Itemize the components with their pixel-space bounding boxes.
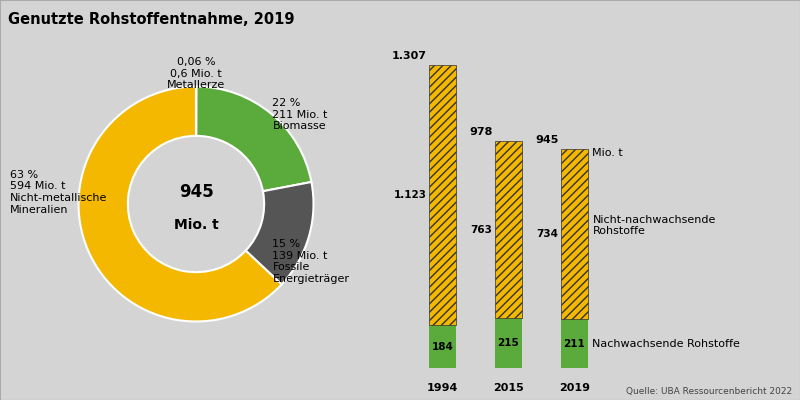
Text: 734: 734 <box>536 229 558 239</box>
Text: 978: 978 <box>469 127 493 137</box>
Text: 945: 945 <box>535 135 558 145</box>
Text: 63 %
594 Mio. t
Nicht-metallische
Mineralien: 63 % 594 Mio. t Nicht-metallische Minera… <box>10 170 108 215</box>
Text: 945: 945 <box>178 183 214 201</box>
Text: Mio. t: Mio. t <box>592 148 623 158</box>
Text: 763: 763 <box>470 225 493 235</box>
Text: Genutzte Rohstoffentnahme, 2019: Genutzte Rohstoffentnahme, 2019 <box>8 12 294 27</box>
Text: Nicht-nachwachsende
Rohstoffe: Nicht-nachwachsende Rohstoffe <box>592 215 716 236</box>
Bar <box>561 149 588 319</box>
Wedge shape <box>196 86 311 191</box>
Text: 1.123: 1.123 <box>394 190 426 200</box>
Text: 0,06 %
0,6 Mio. t
Metallerze: 0,06 % 0,6 Mio. t Metallerze <box>167 57 225 90</box>
Bar <box>429 325 456 368</box>
Text: 184: 184 <box>432 342 454 352</box>
Text: Quelle: UBA Ressourcenbericht 2022: Quelle: UBA Ressourcenbericht 2022 <box>626 387 792 396</box>
Text: 22 %
211 Mio. t
Biomasse: 22 % 211 Mio. t Biomasse <box>272 98 328 132</box>
Text: Nachwachsende Rohstoffe: Nachwachsende Rohstoffe <box>592 338 740 348</box>
Text: 15 %
139 Mio. t
Fossile
Energieträger: 15 % 139 Mio. t Fossile Energieträger <box>272 239 350 284</box>
Text: Mio. t: Mio. t <box>174 218 218 232</box>
Text: 2015: 2015 <box>493 383 524 393</box>
Text: 211: 211 <box>563 338 585 348</box>
Bar <box>429 65 456 325</box>
Text: 1.307: 1.307 <box>392 51 426 61</box>
Text: 1994: 1994 <box>427 383 458 393</box>
Wedge shape <box>78 86 282 322</box>
Bar <box>561 319 588 368</box>
Bar <box>495 318 522 368</box>
Bar <box>495 141 522 318</box>
Wedge shape <box>246 182 314 284</box>
Text: 2019: 2019 <box>558 383 590 393</box>
Text: 215: 215 <box>498 338 519 348</box>
